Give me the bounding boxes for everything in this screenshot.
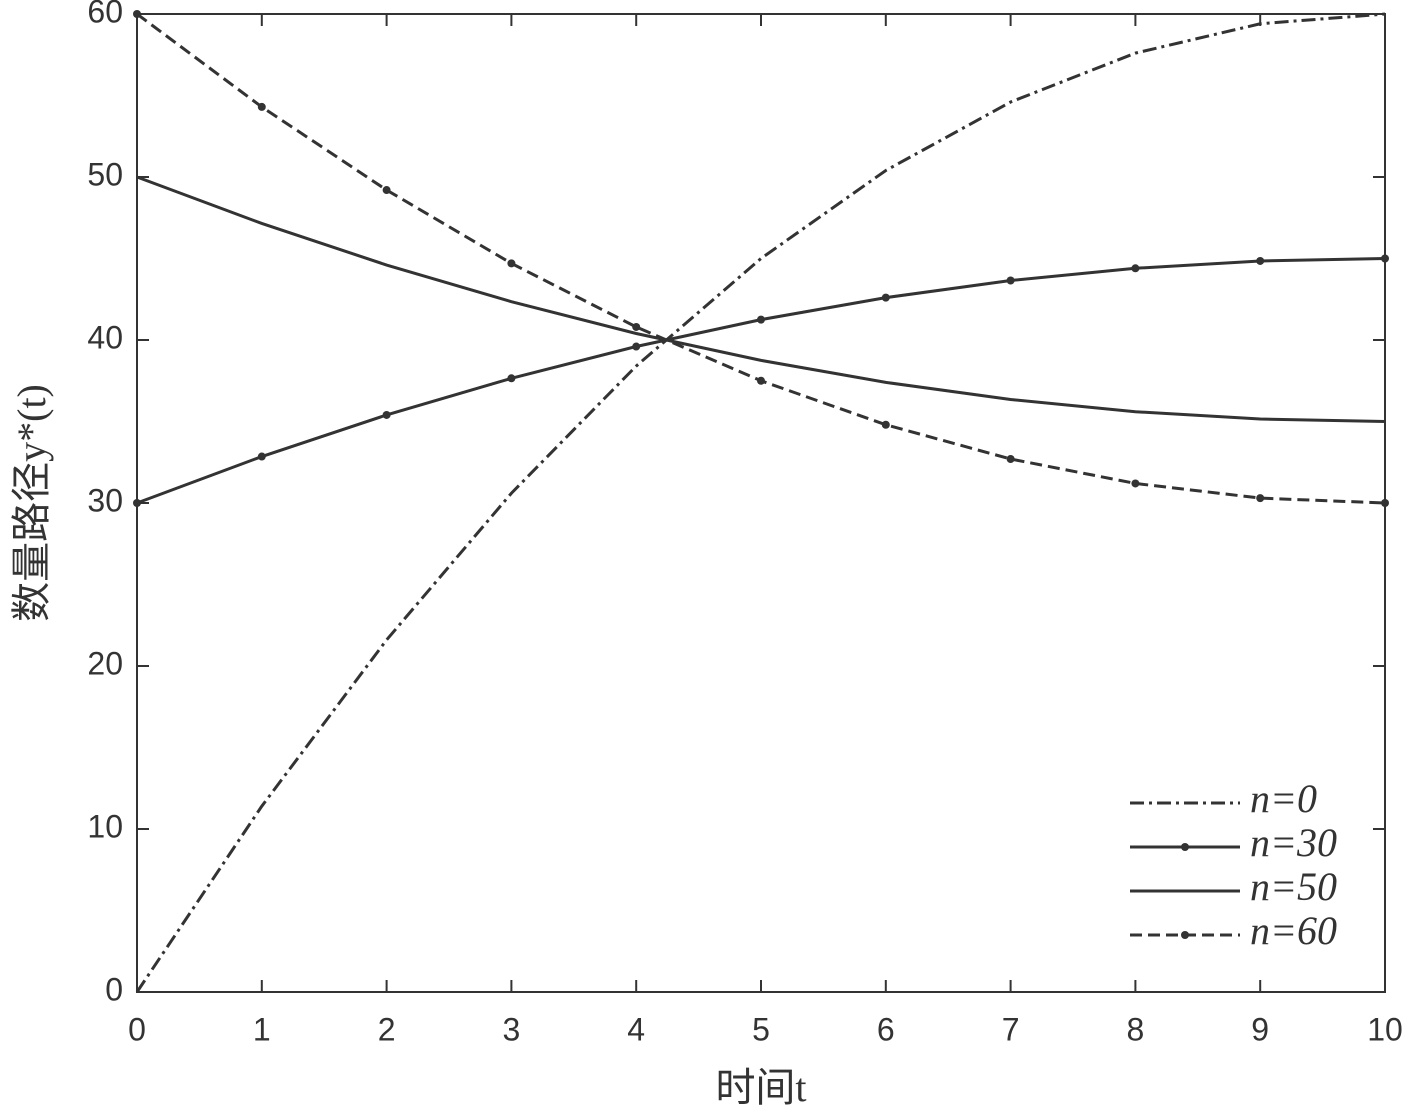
point: [382, 410, 391, 419]
x-tick-label: 0: [128, 1011, 146, 1047]
legend-label: n=0: [1250, 776, 1317, 821]
point: [881, 420, 890, 429]
series-line: [136, 12, 1386, 505]
point: [881, 293, 890, 302]
point: [1256, 494, 1265, 503]
point: [133, 499, 141, 507]
point: [257, 102, 266, 111]
y-tick-label: 0: [105, 971, 123, 1007]
x-tick-label: 1: [253, 1011, 271, 1047]
point: [257, 452, 266, 461]
x-tick-label: 7: [1002, 1011, 1020, 1047]
y-tick-label: 20: [87, 645, 123, 681]
y-tick-label: 10: [87, 808, 123, 844]
point: [133, 10, 141, 18]
x-tick-label: 4: [627, 1011, 645, 1047]
point: [382, 186, 391, 195]
x-tick-label: 5: [752, 1011, 770, 1047]
legend-label: n=30: [1250, 820, 1337, 865]
x-tick-label: 8: [1127, 1011, 1145, 1047]
y-axis-label: 数量路径y*(t): [9, 384, 54, 622]
legend-label: n=50: [1250, 864, 1337, 909]
point: [507, 374, 516, 383]
point: [1006, 454, 1015, 463]
point: [1131, 264, 1140, 273]
point: [632, 322, 641, 331]
x-tick-label: 3: [503, 1011, 521, 1047]
legend-label: n=60: [1250, 908, 1337, 953]
point: [507, 259, 516, 268]
point: [1256, 256, 1265, 265]
point: [757, 376, 765, 385]
point: [1381, 254, 1389, 263]
point: [1006, 276, 1015, 285]
y-tick-label: 30: [87, 482, 123, 518]
point: [632, 342, 641, 351]
y-tick-label: 50: [87, 156, 123, 192]
x-tick-label: 10: [1367, 1011, 1403, 1047]
plot-frame: [136, 13, 1386, 993]
y-tick-label: 60: [87, 0, 123, 29]
y-tick-label: 40: [87, 319, 123, 355]
point: [1131, 479, 1140, 488]
x-tick-label: 6: [877, 1011, 895, 1047]
legend-marker: [1181, 931, 1189, 939]
x-tick-label: 2: [378, 1011, 396, 1047]
x-axis-label: 时间t: [715, 1065, 806, 1110]
series-line: [136, 175, 1386, 423]
series-line: [135, 12, 1386, 993]
point: [757, 315, 765, 324]
point: [1381, 499, 1389, 507]
x-tick-label: 9: [1251, 1011, 1269, 1047]
legend-marker: [1181, 843, 1189, 851]
